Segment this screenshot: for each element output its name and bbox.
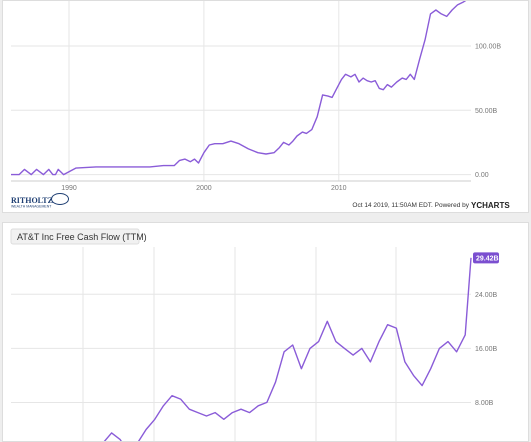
ritholtz-logo-mark	[51, 193, 69, 205]
y-tick-label: 16.00B	[475, 346, 498, 353]
chart-panel-top: 0.00 50.00B 100.00B 1990 2000 2010 RITHOLTZ …	[2, 0, 529, 213]
last-value-label: 29.42B	[476, 255, 499, 262]
y-tick-label: 50.00B	[475, 108, 498, 115]
chart-title: AT&T Inc Free Cash Flow (TTM)	[17, 232, 147, 242]
ritholtz-logo-subtext: WEALTH MANAGEMENT	[11, 205, 52, 209]
y-tick-label: 100.00B	[475, 44, 501, 51]
y-tick-label: 0.00	[475, 172, 489, 179]
ycharts-brand[interactable]: YCHARTS	[471, 201, 510, 210]
y-tick-label: 24.00B	[475, 292, 498, 299]
last-value-badge: 29.42B	[473, 252, 499, 264]
series-line	[103, 257, 472, 441]
x-tick-label: 2010	[331, 185, 347, 192]
series-line	[11, 1, 467, 176]
line-chart-top: 0.00 50.00B 100.00B 1990 2000 2010 RITHOLTZ …	[11, 1, 510, 210]
ritholtz-logo: RITHOLTZ WEALTH MANAGEMENT	[11, 193, 69, 209]
x-tick-label: 2000	[196, 185, 212, 192]
chart-title-box: AT&T Inc Free Cash Flow (TTM)	[10, 228, 147, 245]
y-tick-label: 8.00B	[475, 400, 494, 407]
ritholtz-logo-text: RITHOLTZ	[11, 196, 53, 205]
chart-panel-bottom: 8.00B 16.00B 24.00B AT&T Inc Free Cash Flo…	[2, 222, 529, 442]
line-chart-bottom: 8.00B 16.00B 24.00B AT&T Inc Free Cash Flo…	[10, 228, 499, 441]
x-tick-label: 1990	[61, 185, 77, 192]
footer-timestamp: Oct 14 2019, 11:50AM EDT. Powered by	[352, 202, 469, 209]
